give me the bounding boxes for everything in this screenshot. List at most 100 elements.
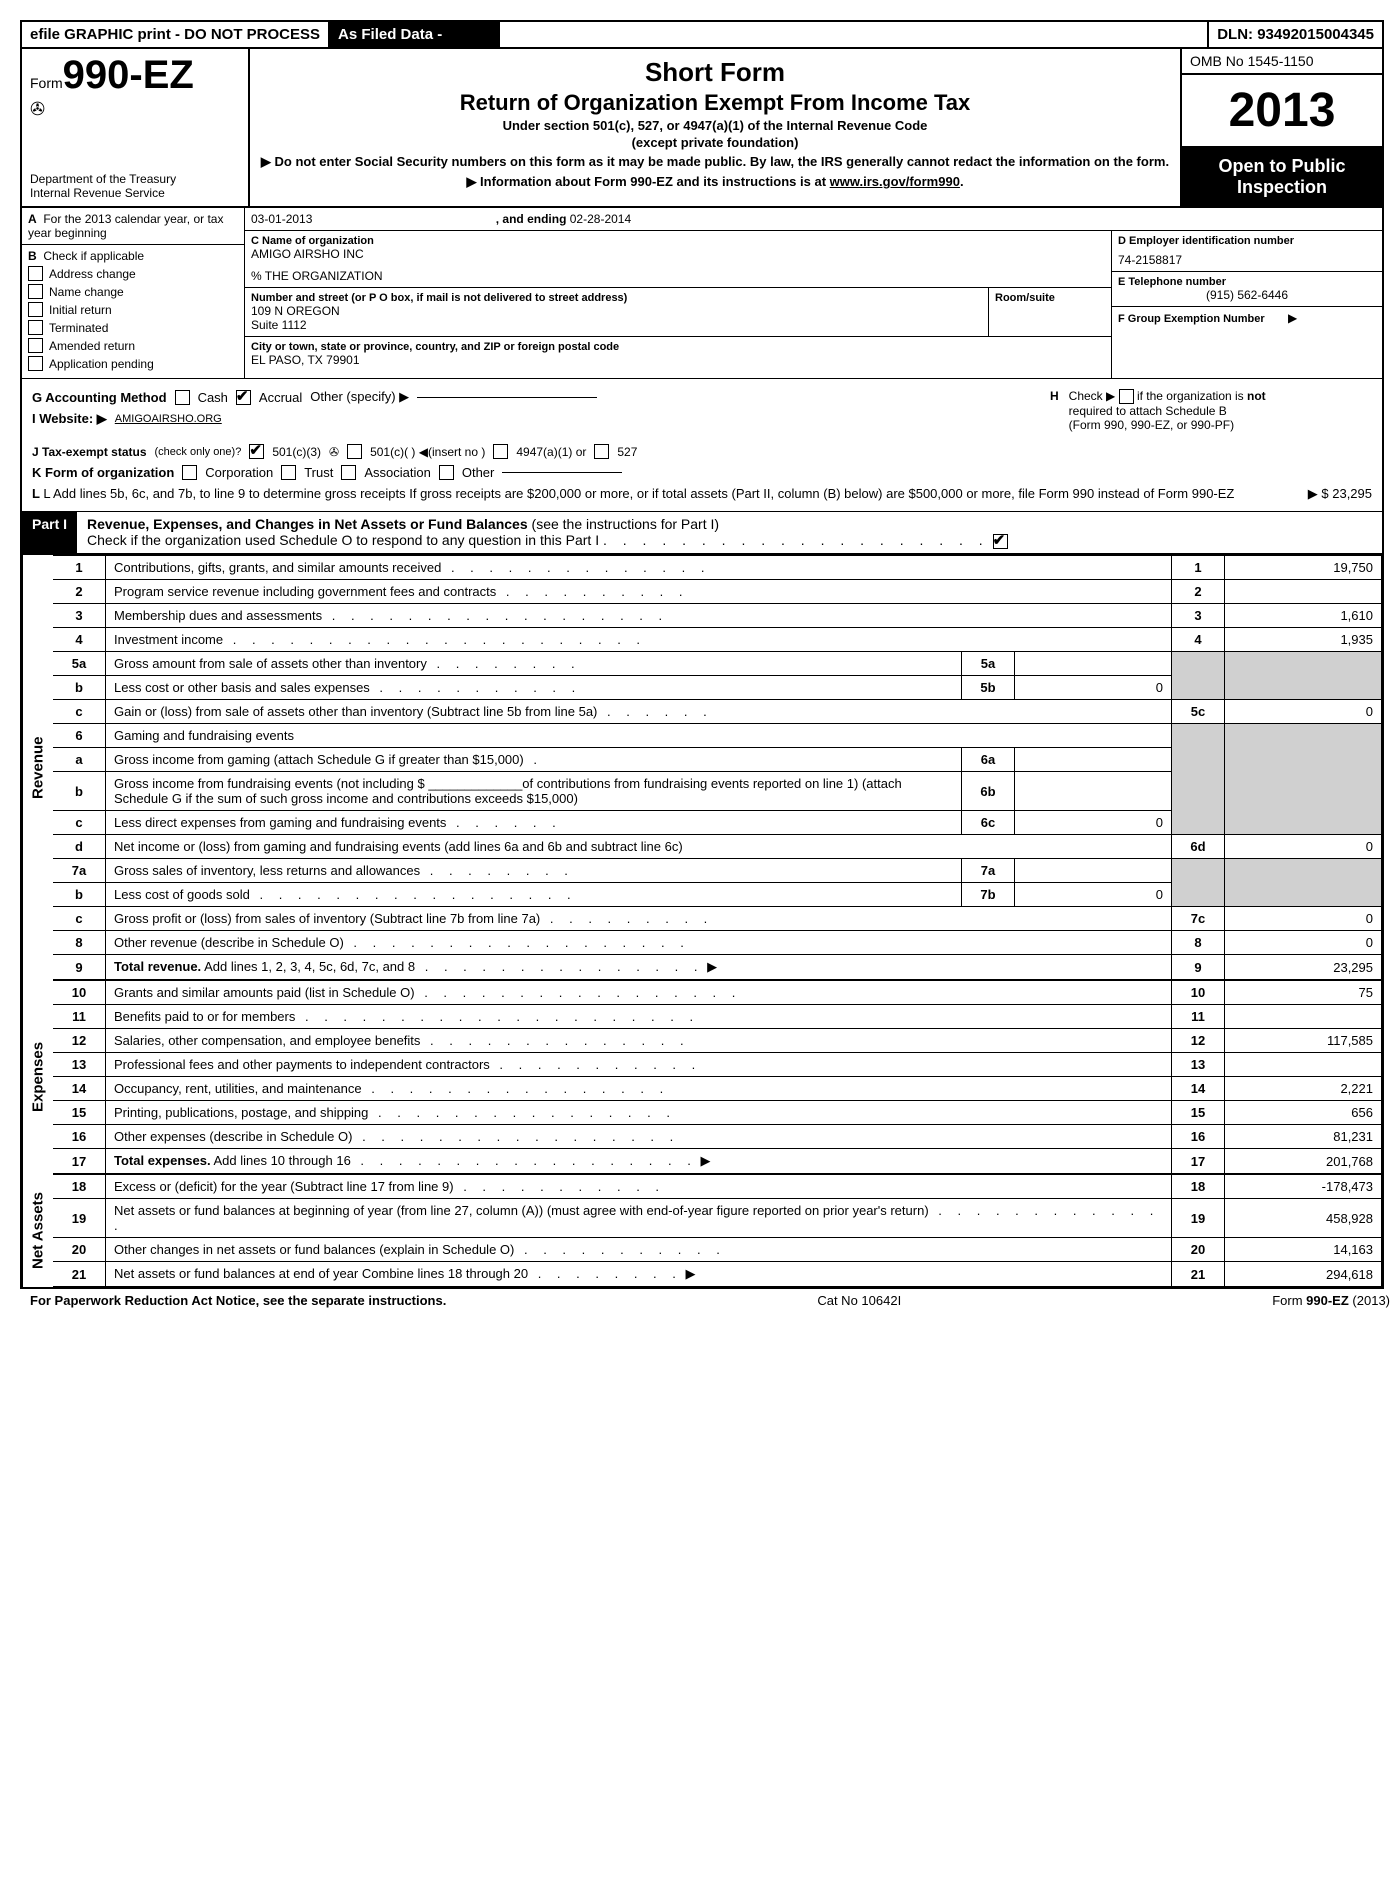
cb-trust[interactable] [281, 465, 296, 480]
table-row: 19Net assets or fund balances at beginni… [53, 1199, 1382, 1238]
irs-form990-link[interactable]: www.irs.gov/form990 [830, 174, 960, 189]
org-pct: % THE ORGANIZATION [251, 269, 1105, 283]
dept-treasury: Department of the Treasury [30, 172, 240, 186]
table-row: 12Salaries, other compensation, and empl… [53, 1029, 1382, 1053]
g-label: G Accounting Method [32, 390, 167, 405]
cb-initial-return[interactable]: Initial return [28, 302, 238, 317]
suite-value: Suite 1112 [251, 318, 982, 332]
ein-label: D Employer identification number [1118, 235, 1376, 247]
h-req: required to attach Schedule B [1069, 404, 1227, 418]
form-ref: Form 990-EZ (2013) [1272, 1293, 1390, 1308]
table-row: 7aGross sales of inventory, less returns… [53, 859, 1382, 883]
room-label: Room/suite [995, 292, 1105, 304]
column-b: A For the 2013 calendar year, or tax yea… [22, 208, 245, 378]
open-line1: Open to Public [1186, 156, 1378, 177]
website-link[interactable]: AMIGOAIRSHO.ORG [115, 413, 222, 425]
open-line2: Inspection [1186, 177, 1378, 198]
table-row: 3Membership dues and assessments . . . .… [53, 604, 1382, 628]
line-g: G Accounting Method Cash Accrual Other (… [32, 389, 1048, 405]
as-filed-blank [452, 22, 500, 47]
j-hint: (check only one)? [155, 446, 242, 458]
section-a-to-f: A For the 2013 calendar year, or tax yea… [22, 208, 1382, 379]
city-value: EL PASO, TX 79901 [251, 353, 1105, 367]
header: Form990-EZ ✇ Department of the Treasury … [22, 49, 1382, 208]
street-block: Number and street (or P O box, if mail i… [245, 288, 1111, 337]
cb-other-org[interactable] [439, 465, 454, 480]
ssn-warning: ▶ Do not enter Social Security numbers o… [260, 154, 1170, 170]
j-4947: 4947(a)(1) or [516, 445, 586, 459]
l-text: L Add lines 5b, 6c, and 7b, to line 9 to… [43, 486, 1234, 501]
tax-year-end: 02-28-2014 [570, 212, 631, 226]
b-label: B Check if applicable [28, 249, 238, 263]
tel-block: E Telephone number (915) 562-6446 [1112, 272, 1382, 307]
netassets-side-label: Net Assets [22, 1174, 53, 1287]
street-value: 109 N OREGON [251, 304, 982, 318]
table-row: 5aGross amount from sale of assets other… [53, 652, 1382, 676]
table-row: 4Investment income . . . . . . . . . . .… [53, 628, 1382, 652]
table-row: 13Professional fees and other payments t… [53, 1053, 1382, 1077]
cb-amended[interactable]: Amended return [28, 338, 238, 353]
g-other: Other (specify) ▶ [310, 389, 409, 405]
l-amount: $ 23,295 [1321, 486, 1372, 501]
dln-label: DLN: [1217, 26, 1253, 43]
revenue-section: Revenue 1Contributions, gifts, grants, a… [22, 554, 1382, 980]
title-short-form: Short Form [260, 57, 1170, 88]
j-501c: 501(c)( ) ◀(insert no ) [370, 445, 485, 459]
open-to-public: Open to Public Inspection [1182, 148, 1382, 206]
dln-value: 93492015004345 [1257, 26, 1374, 43]
cb-4947[interactable] [493, 444, 508, 459]
part-i-header: Part I Revenue, Expenses, and Changes in… [22, 511, 1382, 554]
table-row: 14Occupancy, rent, utilities, and mainte… [53, 1077, 1382, 1101]
org-name-label: C Name of organization [251, 235, 1105, 247]
table-row: 9Total revenue. Add lines 1, 2, 3, 4, 5c… [53, 955, 1382, 980]
mid-section: G Accounting Method Cash Accrual Other (… [22, 379, 1382, 511]
table-row: 1Contributions, gifts, grants, and simil… [53, 556, 1382, 580]
netassets-section: Net Assets 18Excess or (deficit) for the… [22, 1174, 1382, 1287]
netassets-table: 18Excess or (deficit) for the year (Subt… [53, 1174, 1382, 1287]
dept-irs: Internal Revenue Service [30, 186, 240, 200]
cb-cash[interactable] [175, 390, 190, 405]
line-j: J Tax-exempt status(check only one)? 501… [32, 444, 1372, 459]
cb-schedule-b[interactable] [1119, 389, 1134, 404]
revenue-side-label: Revenue [22, 555, 53, 980]
cb-501c[interactable] [347, 444, 362, 459]
street-label: Number and street (or P O box, if mail i… [251, 292, 982, 304]
sched-o-check-text: Check if the organization used Schedule … [87, 532, 599, 548]
cb-sched-o[interactable] [993, 534, 1008, 549]
form-990ez: efile GRAPHIC print - DO NOT PROCESS As … [20, 20, 1384, 1289]
cb-assoc[interactable] [341, 465, 356, 480]
header-right: OMB No 1545-1150 2013 Open to Public Ins… [1180, 49, 1382, 206]
table-row: 8Other revenue (describe in Schedule O) … [53, 931, 1382, 955]
subtitle-except: (except private foundation) [260, 135, 1170, 150]
h-mid: if the organization is [1137, 389, 1244, 403]
tax-year: 2013 [1182, 75, 1382, 148]
expenses-section: Expenses 10Grants and similar amounts pa… [22, 980, 1382, 1174]
table-row: 20Other changes in net assets or fund ba… [53, 1238, 1382, 1262]
cb-527[interactable] [594, 444, 609, 459]
part-i-label: Part I [22, 512, 77, 553]
table-row: 10Grants and similar amounts paid (list … [53, 981, 1382, 1005]
cb-corp[interactable] [182, 465, 197, 480]
table-row: 15Printing, publications, postage, and s… [53, 1101, 1382, 1125]
cb-pending[interactable]: Application pending [28, 356, 238, 371]
ein-value: 74-2158817 [1118, 253, 1376, 267]
subtitle-section: Under section 501(c), 527, or 4947(a)(1)… [260, 118, 1170, 133]
title-return: Return of Organization Exempt From Incom… [260, 90, 1170, 116]
row-a-pre: For the 2013 calendar year, or tax year … [28, 212, 223, 240]
table-row: dNet income or (loss) from gaming and fu… [53, 835, 1382, 859]
dept-block: Department of the Treasury Internal Reve… [30, 172, 240, 200]
top-bar: efile GRAPHIC print - DO NOT PROCESS As … [22, 22, 1382, 49]
cb-accrual[interactable] [236, 390, 251, 405]
cat-no: Cat No 10642I [817, 1293, 901, 1308]
cb-terminated[interactable]: Terminated [28, 320, 238, 335]
cb-name-change[interactable]: Name change [28, 284, 238, 299]
g-accrual: Accrual [259, 390, 302, 405]
cb-501c3[interactable] [249, 444, 264, 459]
k-other: Other [462, 465, 495, 480]
cb-address-change[interactable]: Address change [28, 266, 238, 281]
row-a-right: 03-01-2013 , and ending 02-28-2014 [245, 208, 1382, 231]
tel-value: (915) 562-6446 [1118, 288, 1376, 302]
irs-eagle-icon: ✇ [30, 99, 240, 120]
table-row: 11Benefits paid to or for members . . . … [53, 1005, 1382, 1029]
tax-year-begin: 03-01-2013 [251, 212, 312, 226]
